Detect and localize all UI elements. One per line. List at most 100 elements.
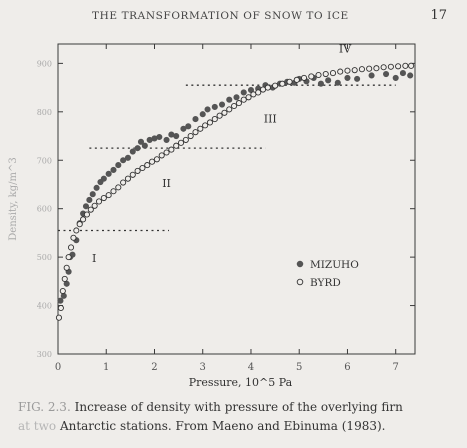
byrd-point: [322, 70, 329, 78]
mizuho-point: [110, 166, 117, 173]
byrd-point: [65, 254, 72, 261]
region-label: IV: [339, 43, 352, 56]
byrd-point: [308, 73, 315, 80]
byrd-point: [366, 65, 373, 72]
mizuho-point: [120, 157, 127, 164]
legend-marker: [296, 278, 304, 286]
mizuho-point: [383, 70, 390, 78]
byrd-point: [380, 64, 387, 71]
mizuho-point: [226, 96, 233, 103]
mizuho-point: [185, 123, 192, 130]
x-tick-label: 3: [200, 362, 206, 373]
running-title: THE TRANSFORMATION OF SNOW TO ICE: [92, 10, 349, 22]
byrd-point: [120, 179, 127, 186]
mizuho-point: [57, 297, 64, 304]
mizuho-point: [100, 175, 107, 182]
x-tick-label: 6: [344, 362, 350, 373]
byrd-point: [235, 100, 242, 107]
mizuho-point: [368, 72, 375, 79]
byrd-point: [182, 136, 189, 143]
byrd-point: [286, 78, 293, 85]
byrd-point: [255, 89, 262, 96]
mizuho-point: [124, 154, 132, 161]
axes: 0 1 2 3 4 5 6 7 300 400 500 600 700 800 900 Pressure, 1…: [8, 43, 416, 389]
caption-line-2: Antarctic stations. From Maeno and Ebinu…: [59, 419, 386, 433]
byrd-point: [57, 304, 64, 312]
byrd-point: [329, 70, 337, 77]
caption-line-1: Increase of density with pressure of the…: [74, 400, 403, 414]
byrd-point: [240, 96, 247, 103]
x-tick-label: 0: [55, 362, 61, 373]
byrd-point: [70, 234, 77, 241]
byrd-point: [192, 129, 199, 136]
boundary-lines: [58, 84, 396, 232]
byrd-point: [211, 116, 218, 123]
mizuho-point: [105, 170, 112, 177]
byrd-point: [105, 192, 112, 199]
byrd-point: [395, 63, 402, 70]
mizuho-point: [240, 89, 247, 96]
mizuho-point: [89, 191, 96, 198]
legend-label: MIZUHO: [310, 259, 359, 271]
density-pressure-chart: 0 1 2 3 4 5 6 7 300 400 500 600 700 800 900 Pressure, 1…: [8, 43, 416, 389]
mizuho-point: [199, 111, 206, 118]
byrd-point: [408, 62, 415, 69]
byrd-point: [173, 142, 180, 149]
byrd-point: [63, 264, 70, 271]
mizuho-point: [204, 106, 211, 113]
mizuho-point: [115, 162, 122, 169]
y-tick-label: 500: [37, 253, 52, 262]
mizuho-point: [344, 74, 351, 81]
byrd-point: [202, 122, 209, 129]
mizuho-point: [60, 292, 67, 299]
byrd-point: [153, 156, 160, 163]
byrd-point: [264, 84, 271, 91]
byrd-point: [139, 164, 146, 172]
mizuho-point: [173, 132, 180, 140]
page-number: 17: [430, 8, 447, 23]
mizuho-point: [218, 101, 226, 108]
region-label: I: [92, 252, 96, 265]
page-header: THE TRANSFORMATION OF SNOW TO ICE 17: [0, 8, 467, 28]
byrd-point: [80, 216, 87, 223]
byrd-point: [300, 74, 308, 81]
byrd-point: [245, 94, 252, 101]
byrd-point: [134, 167, 141, 174]
byrd-point: [358, 66, 365, 73]
byrd-point: [87, 206, 94, 213]
mizuho-point: [325, 77, 332, 84]
data-points: [55, 62, 415, 321]
x-tick-label: 7: [393, 362, 399, 373]
x-axis-label: Pressure, 10^5 Pa: [189, 376, 293, 389]
x-tick-label: 1: [103, 362, 109, 373]
byrd-point: [129, 171, 136, 178]
byrd-point: [221, 109, 228, 116]
byrd-point: [73, 227, 80, 234]
legend-marker: [296, 260, 304, 268]
mizuho-point: [137, 138, 145, 145]
mizuho-point: [141, 142, 148, 149]
byrd-point: [402, 62, 409, 69]
byrd-point: [149, 158, 156, 165]
y-axis-label: Density, kg/m^3: [8, 157, 19, 240]
byrd-point: [91, 202, 98, 209]
mizuho-point: [192, 116, 199, 123]
mizuho-point: [399, 70, 406, 77]
byrd-point: [373, 65, 380, 72]
byrd-point: [168, 146, 175, 153]
byrd-point: [387, 63, 394, 70]
mizuho-point: [233, 94, 240, 101]
byrd-point: [95, 198, 103, 205]
caption-faded-words: at two: [18, 419, 57, 433]
byrd-point: [67, 244, 75, 251]
x-tick-label: 2: [151, 362, 157, 373]
byrd-point: [206, 119, 214, 126]
plot-frame: [57, 43, 416, 355]
byrd-point: [344, 67, 351, 74]
y-tick-label: 400: [37, 302, 52, 311]
byrd-point: [110, 188, 117, 195]
y-tick-label: 900: [37, 59, 52, 68]
mizuho-point: [156, 133, 163, 141]
y-tick-label: 700: [37, 156, 52, 165]
